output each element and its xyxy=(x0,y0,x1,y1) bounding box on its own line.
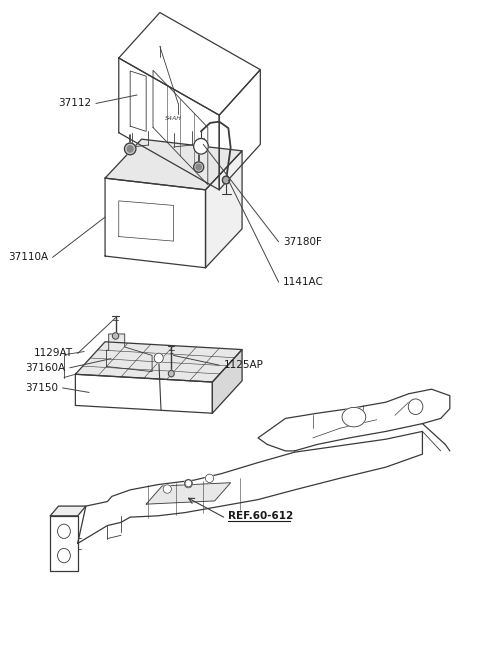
Ellipse shape xyxy=(124,143,136,155)
Ellipse shape xyxy=(222,176,230,184)
Ellipse shape xyxy=(408,399,423,415)
Ellipse shape xyxy=(205,474,214,483)
Text: 37160A: 37160A xyxy=(25,363,65,373)
Polygon shape xyxy=(107,334,152,371)
Text: 37150: 37150 xyxy=(25,383,58,393)
Ellipse shape xyxy=(58,524,71,538)
Polygon shape xyxy=(205,151,242,268)
Ellipse shape xyxy=(185,480,192,487)
Text: REF.60-612: REF.60-612 xyxy=(228,511,294,521)
Text: 37110A: 37110A xyxy=(8,252,48,263)
Text: 37112: 37112 xyxy=(58,98,91,109)
Polygon shape xyxy=(258,389,450,451)
Polygon shape xyxy=(78,432,422,544)
Polygon shape xyxy=(50,506,86,516)
Ellipse shape xyxy=(58,548,71,563)
Polygon shape xyxy=(119,58,219,190)
Ellipse shape xyxy=(163,485,171,493)
Text: 1125AP: 1125AP xyxy=(224,360,264,370)
Ellipse shape xyxy=(154,353,163,363)
Text: 1141AC: 1141AC xyxy=(283,277,324,287)
Ellipse shape xyxy=(168,370,174,377)
Text: 37180F: 37180F xyxy=(283,236,322,247)
Ellipse shape xyxy=(193,162,204,172)
Polygon shape xyxy=(212,350,242,413)
Polygon shape xyxy=(75,374,212,413)
Polygon shape xyxy=(146,483,230,504)
Polygon shape xyxy=(75,342,242,382)
Ellipse shape xyxy=(127,145,133,152)
Polygon shape xyxy=(119,201,174,241)
Text: 1129AT: 1129AT xyxy=(34,348,73,358)
Ellipse shape xyxy=(342,407,366,427)
Polygon shape xyxy=(119,12,260,115)
Polygon shape xyxy=(50,516,78,571)
Ellipse shape xyxy=(196,164,202,170)
Polygon shape xyxy=(219,69,260,190)
Ellipse shape xyxy=(184,479,192,488)
Ellipse shape xyxy=(193,138,208,154)
Polygon shape xyxy=(153,70,208,185)
Polygon shape xyxy=(105,178,205,268)
Polygon shape xyxy=(130,71,146,132)
Ellipse shape xyxy=(112,333,119,339)
Text: S4AH: S4AH xyxy=(165,116,182,121)
Polygon shape xyxy=(105,139,242,190)
